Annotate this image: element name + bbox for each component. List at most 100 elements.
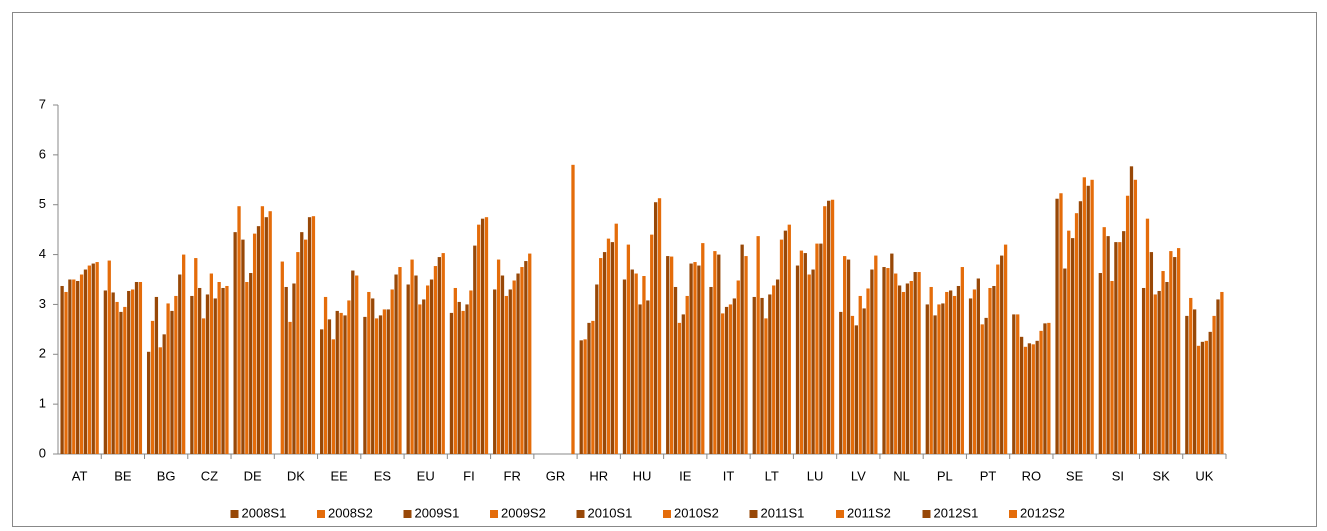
bar (937, 304, 941, 454)
bar (677, 322, 682, 454)
bar (1082, 177, 1086, 455)
x-tick-label: AT (72, 468, 88, 483)
bar (1106, 236, 1110, 454)
bar (779, 239, 784, 454)
bar (60, 285, 64, 454)
legend-label: 2009S2 (501, 505, 546, 520)
y-tick-label: 1 (39, 396, 46, 411)
bar (858, 295, 862, 454)
bar (846, 259, 851, 454)
bar (296, 252, 300, 454)
bar (426, 285, 430, 454)
bar (83, 269, 88, 454)
bar (351, 270, 355, 454)
x-tick-label: LT (765, 468, 779, 483)
bar (775, 279, 780, 454)
bar (1078, 201, 1083, 454)
bar (1118, 242, 1122, 454)
bar (437, 257, 441, 454)
bar (484, 217, 489, 454)
bar (256, 226, 261, 454)
bar (363, 316, 367, 454)
bar (1169, 251, 1173, 454)
y-tick-label: 6 (39, 146, 46, 161)
bar (815, 243, 819, 454)
x-tick-label: BG (157, 468, 176, 483)
x-tick-label: UK (1195, 468, 1213, 483)
bar (830, 199, 835, 454)
bar (241, 239, 245, 454)
bar (260, 206, 265, 454)
bar (130, 289, 135, 454)
bar (288, 321, 292, 454)
bar (740, 244, 744, 454)
bar (976, 278, 980, 454)
bar (909, 280, 913, 454)
bar (386, 309, 390, 454)
bar (945, 291, 949, 454)
bar (1102, 227, 1106, 454)
bar (866, 288, 870, 454)
bar (882, 267, 886, 454)
bar (209, 273, 214, 454)
bar (1063, 268, 1067, 454)
bar (237, 206, 241, 454)
bar (1153, 294, 1157, 454)
bar (1019, 336, 1024, 454)
bar (174, 295, 178, 454)
legend-label: 2011S2 (847, 505, 891, 520)
bar (190, 295, 194, 454)
bar (252, 233, 257, 454)
legend-label: 2009S1 (415, 505, 460, 520)
bar (213, 298, 217, 454)
bar (311, 216, 316, 454)
bar (304, 239, 308, 454)
legend-swatch (317, 510, 325, 518)
bar (331, 339, 335, 454)
bar (347, 300, 351, 454)
bar (449, 312, 454, 454)
bar (850, 315, 855, 454)
bar (119, 311, 123, 454)
bar (843, 256, 847, 454)
bar (323, 296, 328, 454)
bar (799, 250, 804, 454)
bar (1016, 314, 1020, 454)
bar (390, 289, 394, 454)
bar (996, 264, 1000, 454)
bar (292, 283, 296, 454)
bar (772, 285, 776, 454)
bar (925, 304, 929, 454)
bar (127, 290, 131, 454)
y-tick-label: 7 (39, 96, 46, 111)
bar (811, 269, 815, 454)
bar (724, 306, 729, 454)
bar (178, 274, 182, 454)
legend-swatch (749, 510, 758, 518)
bar (713, 251, 717, 454)
bar (901, 291, 906, 454)
bar (367, 291, 371, 454)
bar (371, 298, 375, 454)
bar (717, 254, 721, 454)
bar (862, 308, 866, 454)
x-tick-label: IT (723, 468, 735, 483)
bar (87, 265, 92, 454)
legend-swatch (1009, 510, 1017, 518)
bar (1086, 185, 1090, 455)
bar (709, 286, 713, 454)
bar (988, 287, 992, 454)
bar (1031, 344, 1035, 454)
x-tick-label: HR (589, 468, 608, 483)
bar (343, 315, 347, 454)
x-tick-label: LU (807, 468, 824, 483)
bar (606, 238, 611, 454)
bar (339, 312, 343, 454)
bar (638, 304, 642, 454)
bar (897, 285, 902, 454)
x-tick-label: EE (331, 468, 349, 483)
legend-swatch (576, 510, 585, 518)
bar (752, 296, 756, 454)
bar (697, 265, 701, 454)
bar (1141, 287, 1146, 454)
